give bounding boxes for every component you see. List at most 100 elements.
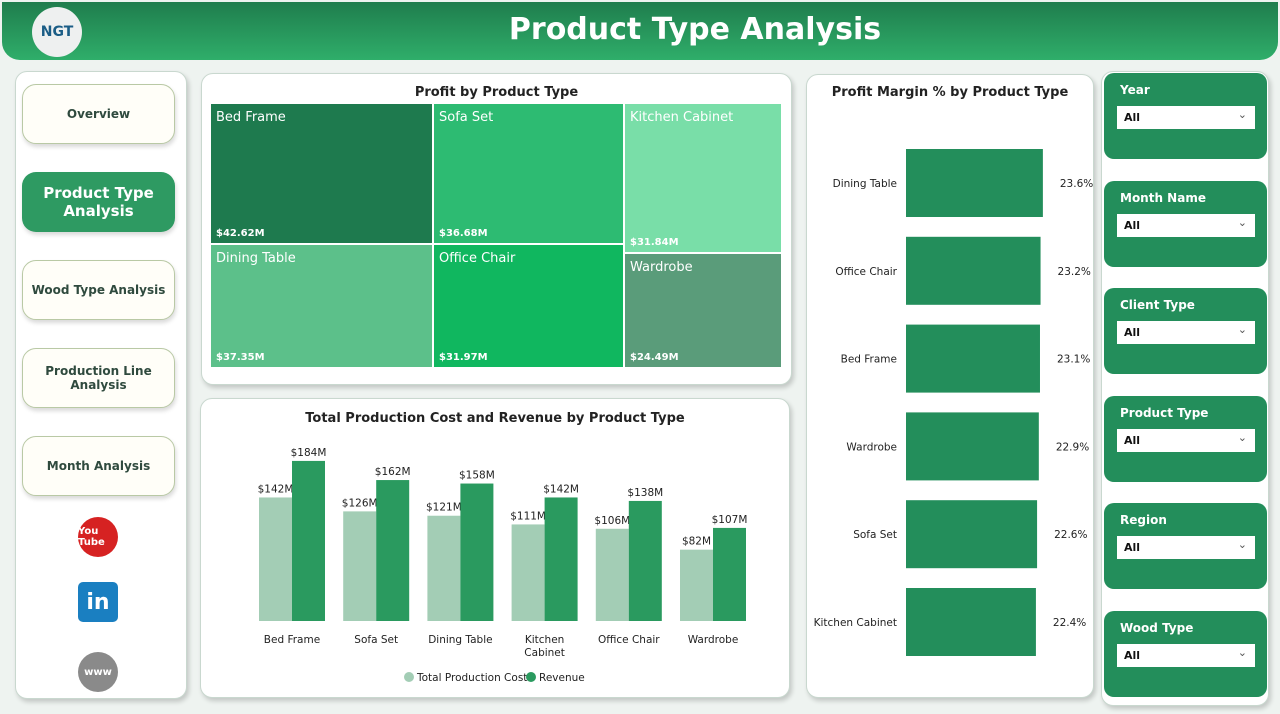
slicer-dropdown[interactable]: All ⌄ — [1117, 643, 1255, 667]
data-label: 23.1% — [1057, 354, 1090, 366]
www-icon[interactable]: www — [78, 652, 118, 692]
slicer-label: Region — [1120, 513, 1167, 527]
slicer-dropdown[interactable]: All ⌄ — [1117, 428, 1255, 452]
legend-label: Total Production Cost — [416, 672, 527, 684]
treemap-tile[interactable]: Kitchen Cabinet $31.84M — [625, 104, 781, 252]
logo-text: NGT — [40, 24, 74, 40]
data-label: 22.6% — [1054, 529, 1087, 541]
tile-value: $24.49M — [630, 352, 679, 363]
slicer-client-type: Client Type All ⌄ — [1104, 288, 1267, 374]
chevron-down-icon: ⌄ — [1237, 538, 1247, 551]
treemap-tile[interactable]: Bed Frame $42.62M — [211, 104, 432, 243]
header-bar: NGT Product Type Analysis — [2, 2, 1278, 60]
legend-marker — [526, 672, 536, 682]
bar-cost — [259, 497, 292, 621]
bar-cost — [343, 511, 377, 621]
bar-cost — [427, 515, 461, 621]
slicer-dropdown[interactable]: All ⌄ — [1117, 213, 1255, 237]
margin-title: Profit Margin % by Product Type — [831, 85, 1069, 100]
cost-revenue-chart: $142M $184M Bed Frame $126M $162M Sofa Set $12… — [258, 447, 748, 684]
slicer-region: Region All ⌄ — [1104, 503, 1267, 589]
x-tick-label: Dining Table — [428, 634, 492, 646]
x-tick-label: Kitchen — [525, 634, 564, 646]
margin-bar — [906, 588, 1036, 656]
data-label: $142M — [258, 483, 294, 495]
bar-revenue — [376, 480, 410, 621]
treemap-tile[interactable]: Sofa Set $36.68M — [434, 104, 623, 243]
slicer-value: All — [1124, 111, 1141, 124]
treemap-tile[interactable]: Dining Table $37.35M — [211, 245, 432, 367]
legend-marker — [404, 672, 414, 682]
linkedin-icon[interactable]: in — [78, 582, 118, 622]
www-label: www — [84, 666, 112, 678]
tile-value: $31.84M — [630, 237, 679, 248]
youtube-icon[interactable]: You Tube — [78, 517, 118, 557]
page-title: Product Type Analysis — [508, 12, 882, 47]
slicer-value: All — [1124, 433, 1141, 447]
slicer-label: Product Type — [1120, 405, 1209, 420]
bar-revenue — [544, 497, 578, 621]
bar-revenue — [628, 500, 662, 621]
chevron-down-icon: ⌄ — [1237, 215, 1247, 229]
data-label: $126M — [342, 497, 378, 509]
slicer-dropdown[interactable]: All ⌄ — [1117, 106, 1255, 129]
x-tick-label: Wardrobe — [688, 634, 739, 646]
margin-bar — [906, 324, 1040, 393]
cost-revenue-title: Total Production Cost and Revenue by Pro… — [305, 411, 685, 426]
bar-cost — [595, 528, 629, 621]
treemap-tile[interactable]: Wardrobe $24.49M — [625, 254, 781, 367]
legend-label: Revenue — [539, 672, 585, 684]
margin-panel: Profit Margin % by Product Type Dining T… — [806, 74, 1094, 698]
data-label: $106M — [594, 515, 630, 527]
data-label: $184M — [291, 447, 327, 459]
bar-cost — [511, 524, 545, 621]
chevron-down-icon: ⌄ — [1237, 108, 1247, 121]
bar-revenue — [713, 527, 746, 621]
y-tick-label: Kitchen Cabinet — [814, 617, 897, 629]
x-tick-label: Sofa Set — [354, 634, 398, 646]
y-tick-label: Dining Table — [833, 178, 897, 190]
slicer-month-name: Month Name All ⌄ — [1104, 180, 1267, 267]
data-label: 23.2% — [1058, 266, 1091, 278]
bar-cost — [680, 549, 713, 621]
treemap-tile[interactable]: Office Chair $31.97M — [434, 245, 623, 367]
tile-name: Office Chair — [439, 251, 516, 266]
slicer-dropdown[interactable]: All ⌄ — [1117, 321, 1255, 344]
data-label: $162M — [375, 466, 411, 478]
tile-value: $42.62M — [216, 228, 265, 239]
y-tick-label: Wardrobe — [846, 441, 897, 453]
x-tick-label: Office Chair — [598, 634, 660, 646]
slicer-label: Wood Type — [1120, 620, 1194, 635]
data-label: $121M — [426, 502, 462, 514]
slicer-dropdown[interactable]: All ⌄ — [1117, 536, 1255, 559]
bar-revenue — [460, 483, 494, 621]
cost-revenue-panel: Total Production Cost and Revenue by Pro… — [200, 398, 790, 698]
tile-name: Sofa Set — [439, 110, 494, 125]
linkedin-label: in — [86, 589, 110, 615]
nav-wood-type-analysis[interactable]: Wood Type Analysis — [22, 260, 175, 320]
slicer-value: All — [1124, 326, 1141, 339]
nav-production-line-analysis[interactable]: Production Line Analysis — [22, 348, 175, 408]
data-label: 23.6% — [1060, 178, 1093, 190]
chevron-down-icon: ⌄ — [1237, 323, 1247, 336]
data-label: 22.4% — [1053, 617, 1086, 629]
slicer-product-type: Product Type All ⌄ — [1104, 395, 1267, 482]
nav-overview[interactable]: Overview — [22, 84, 175, 144]
x-tick-label: Cabinet — [524, 647, 565, 659]
data-label: $138M — [627, 487, 663, 499]
slicer-value: All — [1124, 648, 1141, 662]
bar-revenue — [292, 460, 325, 621]
slicer-label: Month Name — [1120, 190, 1206, 205]
tile-name: Dining Table — [216, 251, 296, 266]
y-tick-label: Office Chair — [835, 266, 897, 278]
slicer-label: Client Type — [1120, 298, 1195, 312]
nav-month-analysis[interactable]: Month Analysis — [22, 436, 175, 496]
data-label: $142M — [543, 483, 579, 495]
nav-product-type-analysis[interactable]: Product Type Analysis — [22, 172, 175, 232]
slicer-wood-type: Wood Type All ⌄ — [1104, 610, 1267, 697]
tile-value: $37.35M — [216, 352, 265, 363]
tile-name: Wardrobe — [630, 260, 693, 275]
slicer-panel — [1101, 71, 1269, 706]
slicer-label: Year — [1120, 83, 1150, 97]
data-label: $82M — [682, 536, 711, 548]
